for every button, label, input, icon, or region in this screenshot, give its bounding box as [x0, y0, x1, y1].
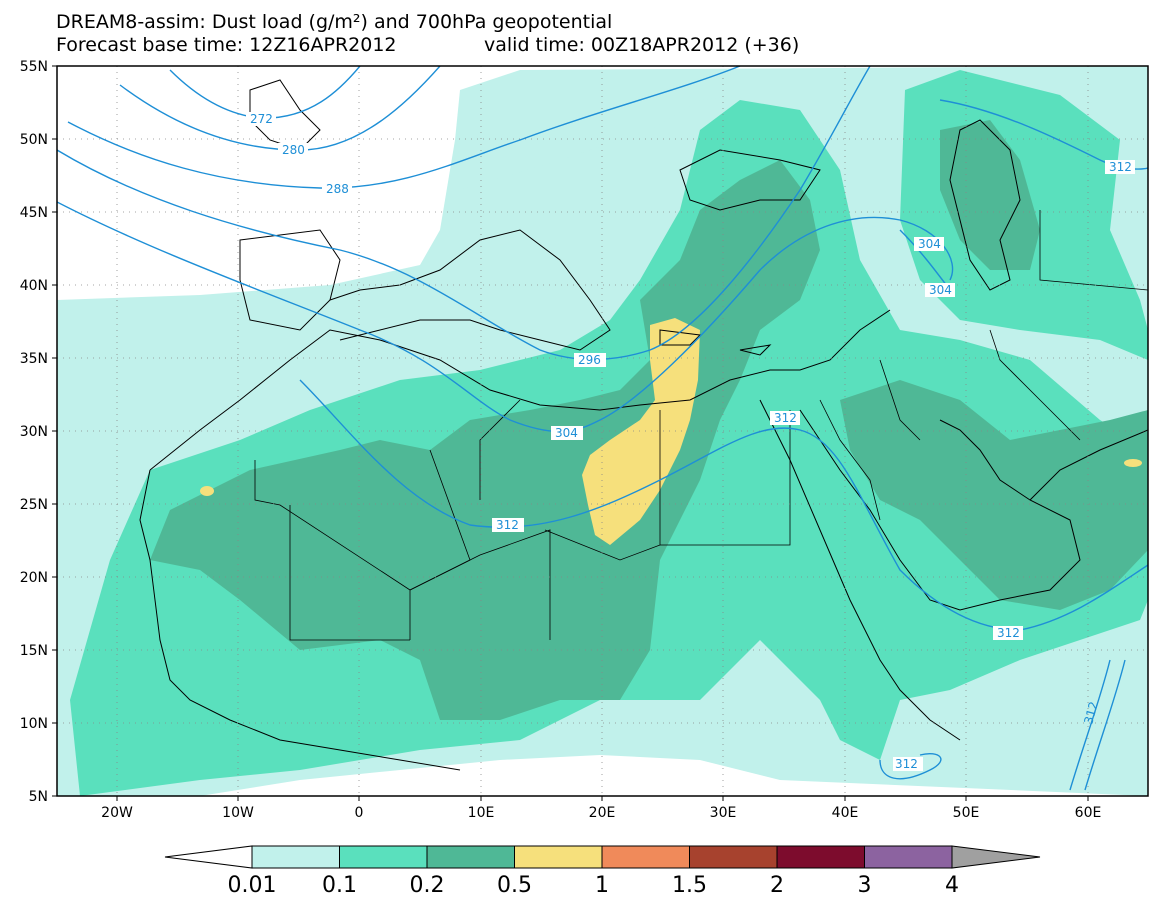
lat-label: 25N	[20, 497, 48, 513]
lon-label: 50E	[953, 805, 980, 821]
lon-label: 30E	[710, 805, 737, 821]
lat-label: 50N	[20, 132, 48, 148]
contour-304-a	[57, 201, 954, 433]
legend-swatch	[689, 845, 778, 869]
contour-label: 288	[326, 182, 349, 196]
legend-tick-label: 1	[595, 873, 609, 898]
lon-label: 20W	[101, 805, 133, 821]
legend-low-arrow	[164, 845, 253, 869]
lon-label: 20E	[589, 805, 616, 821]
legend-tick-label: 1.5	[672, 873, 707, 898]
lon-label: 40E	[832, 805, 859, 821]
contour-label: 304	[929, 283, 952, 297]
lat-label: 5N	[29, 789, 48, 805]
legend-swatch	[251, 845, 340, 869]
contour-312-e2	[1084, 659, 1126, 791]
lat-label: 20N	[20, 570, 48, 586]
legend-swatch	[776, 845, 865, 869]
lat-label: 15N	[20, 643, 48, 659]
valid-time: valid time: 00Z18APR2012 (+36)	[484, 34, 800, 56]
lat-label: 40N	[20, 278, 48, 294]
lat-label: 30N	[20, 424, 48, 440]
forecast-base-time: Forecast base time: 12Z16APR2012	[56, 34, 397, 56]
legend-swatch	[864, 845, 953, 869]
axis-ticks	[52, 65, 1089, 801]
lon-label: 0	[355, 805, 364, 821]
legend-swatch	[426, 845, 515, 869]
lon-label: 60E	[1075, 805, 1102, 821]
legend-high-arrow	[951, 845, 1041, 869]
longitude-labels: 20W 10W 0 10E 20E 30E 40E 50E 60E	[101, 805, 1101, 821]
dust-band-0.2	[150, 160, 820, 720]
color-legend	[164, 845, 1041, 869]
legend-swatch	[339, 845, 428, 869]
contour-312-s	[879, 753, 942, 780]
contour-label: 312	[895, 757, 918, 771]
contour-label: 296	[578, 353, 601, 367]
dust-band-0.01-north	[460, 95, 760, 260]
contour-label: 280	[282, 143, 305, 157]
contour-label: 312	[496, 518, 519, 532]
lat-label: 55N	[20, 59, 48, 75]
contour-label: 312	[1109, 160, 1132, 174]
legend-tick-label: 0.01	[228, 873, 277, 898]
legend-tick-label: 0.1	[322, 873, 357, 898]
legend-swatch	[601, 845, 690, 869]
legend-tick-label: 4	[945, 873, 959, 898]
legend-tick-label: 2	[770, 873, 784, 898]
lat-label: 10N	[20, 716, 48, 732]
contour-label: 312	[997, 626, 1020, 640]
dust-band-0.5	[582, 318, 700, 545]
coastlines	[139, 79, 1148, 771]
dust-band-0.2-caspian	[940, 120, 1040, 270]
map-title: DREAM8-assim: Dust load (g/m²) and 700hP…	[56, 11, 613, 33]
contour-296-a	[57, 66, 871, 361]
legend-tick-label: 0.2	[410, 873, 445, 898]
contour-label: 304	[918, 237, 941, 251]
legend-tick-label: 0.5	[497, 873, 532, 898]
dust-band-0.5-wsahara	[200, 486, 214, 496]
contour-312-e1	[1069, 659, 1111, 791]
dust-band-0.5-iran	[1124, 459, 1142, 467]
latitude-labels: 55N 50N 45N 40N 35N 30N 25N 20N 15N 10N …	[20, 59, 48, 805]
legend-swatch	[514, 845, 603, 869]
lon-label: 10W	[222, 805, 254, 821]
lat-label: 45N	[20, 205, 48, 221]
contour-label: 312	[1081, 700, 1100, 726]
map-area: 272 280 288 296 304 312 304 304 312 312 …	[57, 66, 1148, 796]
contour-label: 312	[774, 411, 797, 425]
legend-labels: 0.01 0.1 0.2 0.5 1 1.5 2 3 4	[228, 873, 959, 898]
contour-label: 304	[555, 426, 578, 440]
lon-label: 10E	[468, 805, 495, 821]
country-borders	[254, 210, 1148, 641]
contour-labels: 272 280 288 296 304 312 304 304 312 312 …	[246, 112, 1135, 771]
contour-label: 272	[250, 112, 273, 126]
contour-288	[67, 66, 741, 189]
legend-tick-label: 3	[858, 873, 872, 898]
lat-label: 35N	[20, 351, 48, 367]
